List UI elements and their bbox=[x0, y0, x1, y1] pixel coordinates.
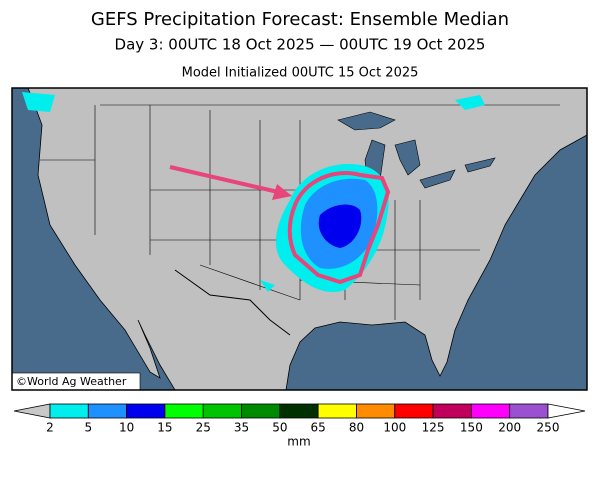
below-range bbox=[13, 403, 51, 419]
legend-unit: mm bbox=[287, 435, 310, 449]
color-step bbox=[394, 403, 434, 419]
legend-tick-label: 200 bbox=[498, 421, 521, 435]
border bbox=[174, 269, 291, 336]
subtitle: Day 3: 00UTC 18 Oct 2025 — 00UTC 19 Oct … bbox=[115, 36, 486, 54]
color-step bbox=[202, 403, 242, 419]
legend-tick-label: 80 bbox=[349, 421, 364, 435]
color-step bbox=[87, 403, 128, 419]
legend-tick-label: 2 bbox=[46, 421, 54, 435]
arrow-head bbox=[272, 184, 292, 200]
above-range bbox=[547, 403, 586, 419]
arrow-shaft bbox=[169, 165, 279, 194]
legend-tick-label: 25 bbox=[196, 421, 211, 435]
color-step bbox=[432, 403, 472, 419]
color-step bbox=[49, 403, 89, 419]
color-step bbox=[470, 403, 511, 419]
legend-tick-label: 5 bbox=[84, 421, 92, 435]
legend-tick-label: 150 bbox=[460, 421, 483, 435]
legend-tick-label: 65 bbox=[311, 421, 326, 435]
color-step bbox=[317, 403, 357, 419]
color-step bbox=[241, 403, 281, 419]
color-step bbox=[356, 403, 396, 419]
title: GEFS Precipitation Forecast: Ensemble Me… bbox=[91, 9, 509, 30]
legend-tick-label: 50 bbox=[272, 421, 287, 435]
color-step bbox=[509, 403, 549, 419]
color-step bbox=[126, 403, 166, 419]
legend-tick-label: 15 bbox=[157, 421, 172, 435]
legend-tick-label: 125 bbox=[422, 421, 445, 435]
credit: ©World Ag Weather bbox=[16, 375, 127, 388]
initialized: Model Initialized 00UTC 15 Oct 2025 bbox=[182, 66, 419, 81]
legend-tick-label: 100 bbox=[383, 421, 406, 435]
legend-tick-label: 10 bbox=[119, 421, 134, 435]
precip-heavy bbox=[318, 204, 362, 248]
color-step bbox=[164, 403, 204, 419]
color-step bbox=[279, 403, 319, 419]
map: ©World Ag Weather bbox=[11, 87, 588, 391]
legend-tick-label: 250 bbox=[537, 421, 560, 435]
map-frame bbox=[11, 87, 588, 391]
highlight-outline bbox=[287, 171, 391, 285]
legend-tick-label: 35 bbox=[234, 421, 249, 435]
